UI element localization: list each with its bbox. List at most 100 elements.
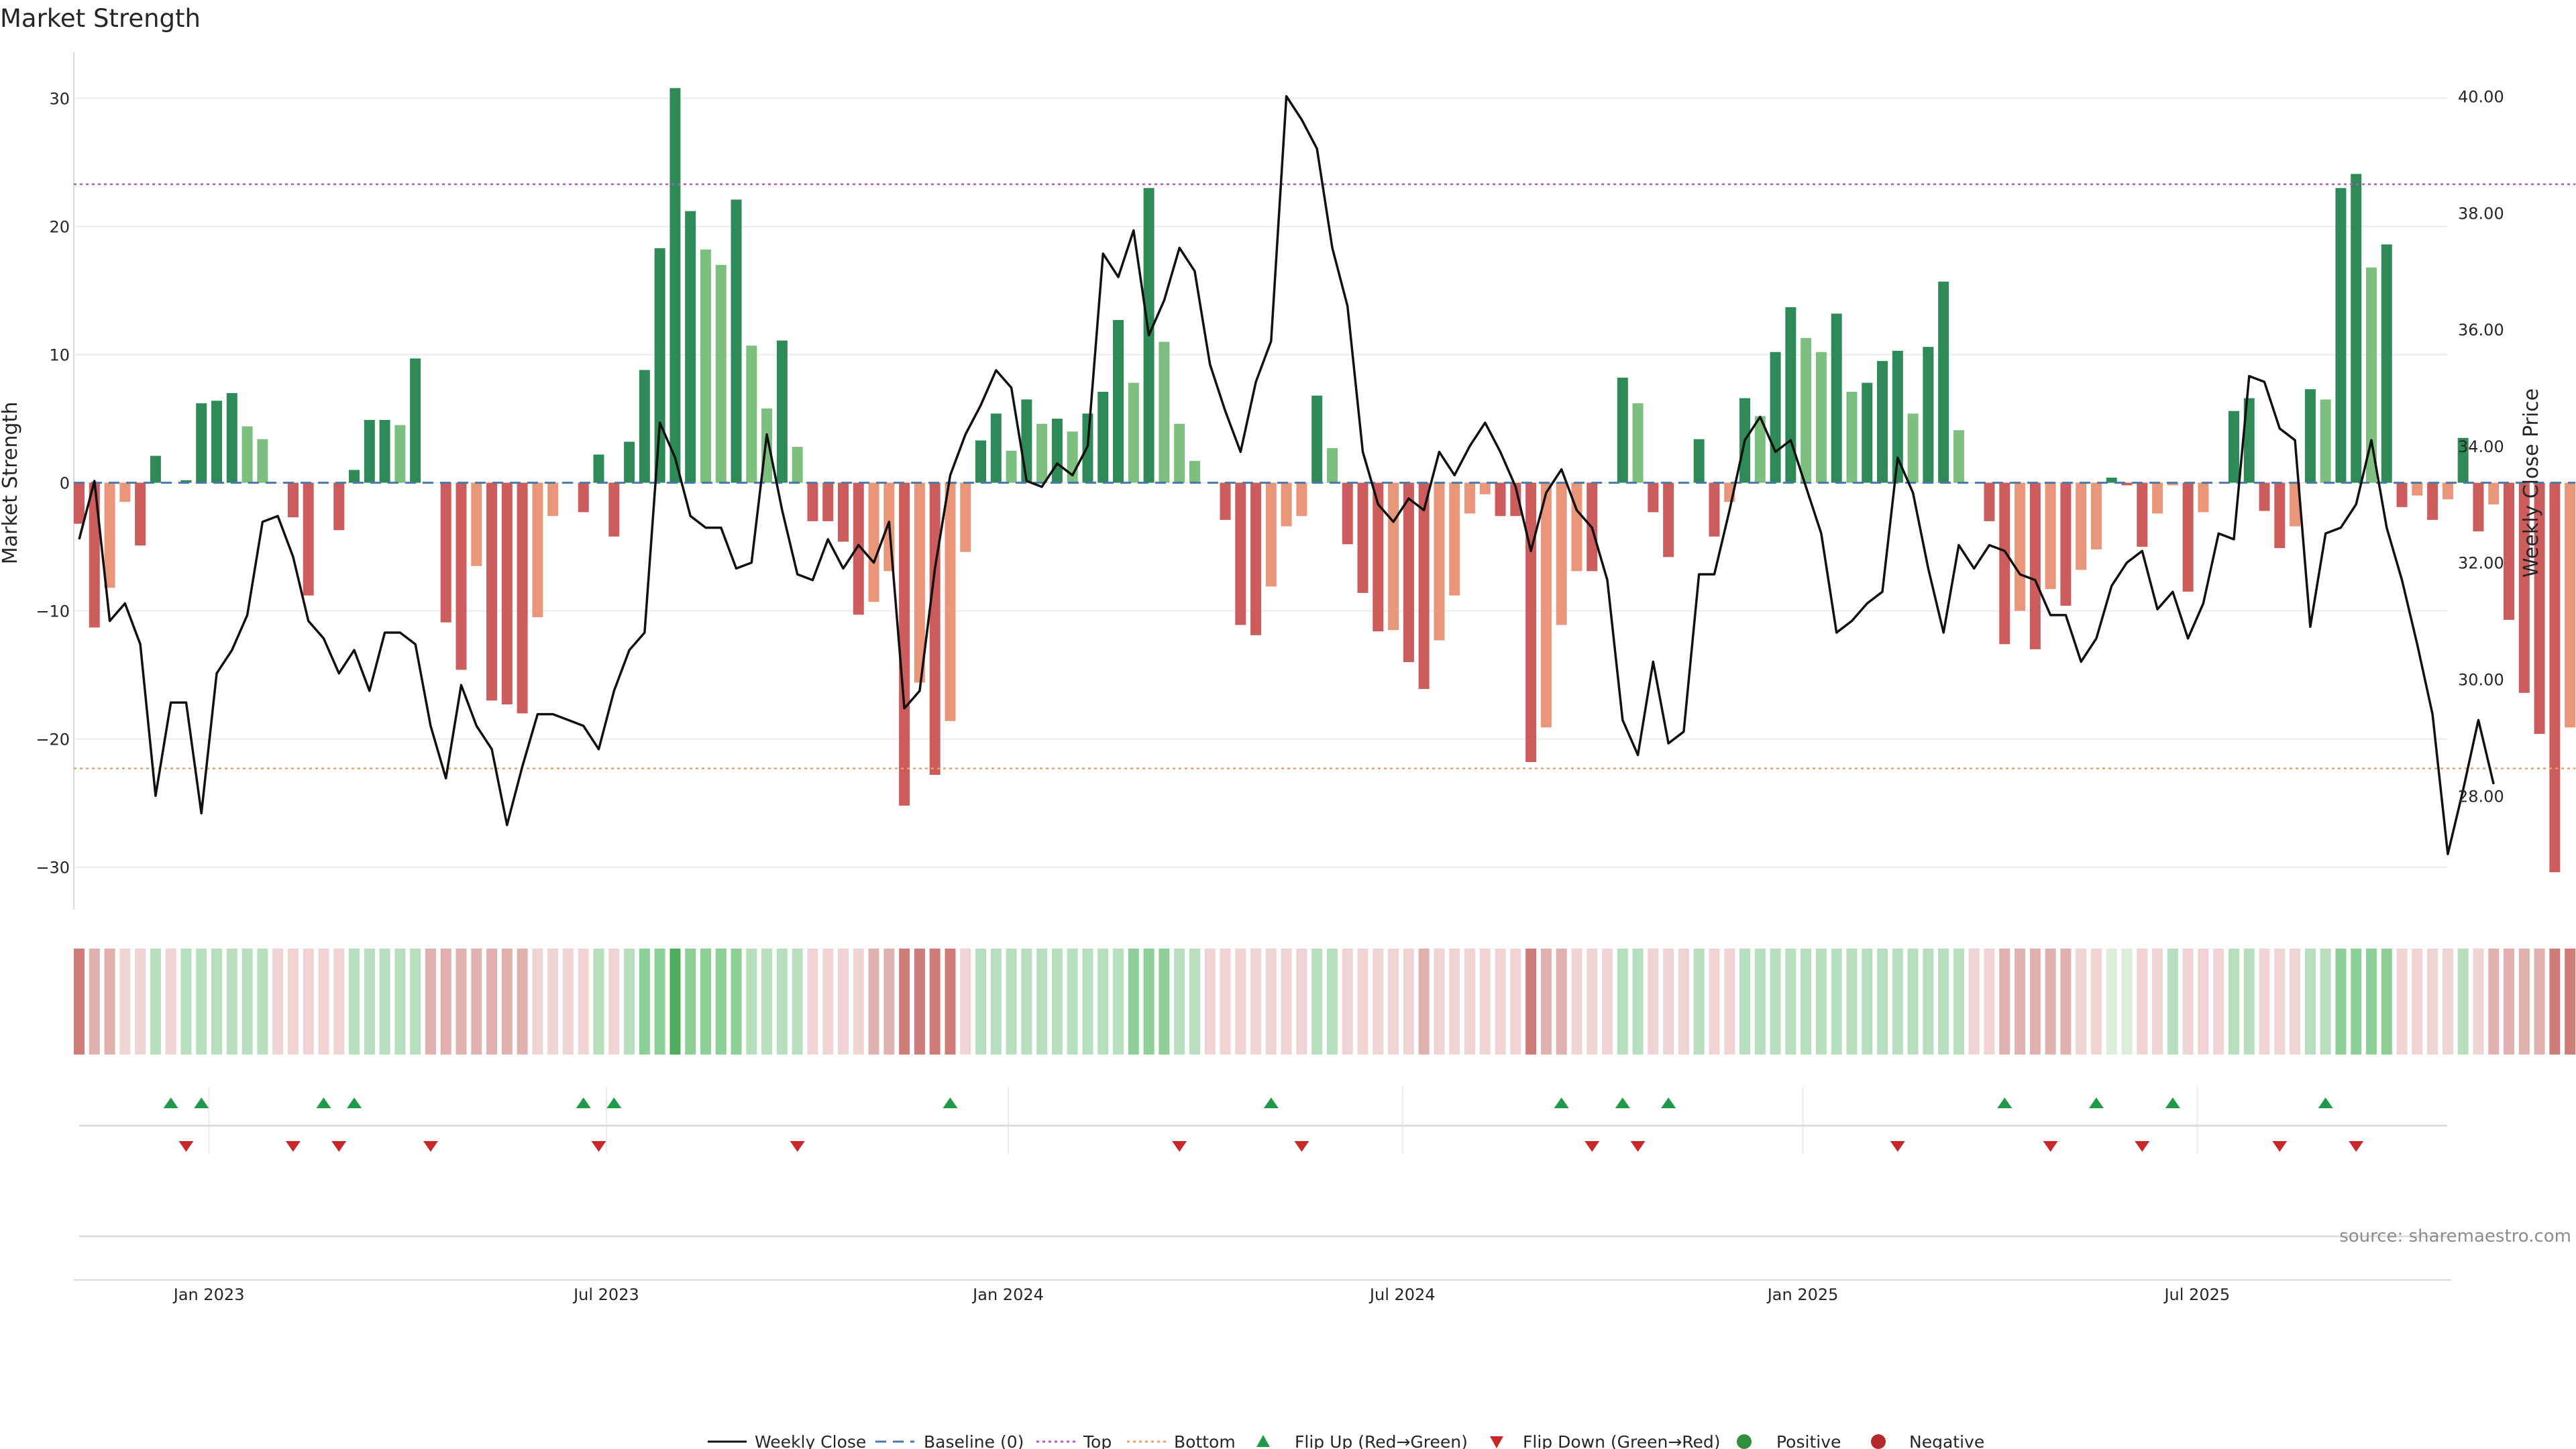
y-right-tick-36: 36.00 xyxy=(2458,321,2504,339)
ribbon-cell-154 xyxy=(2427,949,2438,1055)
ribbon-cell-13 xyxy=(272,949,284,1055)
strength-bar-132 xyxy=(2090,482,2102,549)
ribbon-cell-49 xyxy=(822,949,834,1055)
y-right-tick-28: 28.00 xyxy=(2458,787,2504,806)
ribbon-cell-93 xyxy=(1495,949,1506,1055)
strength-bar-151 xyxy=(2381,244,2392,483)
flip-up-marker-4 xyxy=(576,1097,591,1108)
ribbon-cell-23 xyxy=(425,949,436,1055)
y-right-tick-32: 32.00 xyxy=(2458,554,2504,573)
strength-bar-5 xyxy=(150,455,161,483)
ribbon-cell-53 xyxy=(883,949,895,1055)
ribbon-cell-64 xyxy=(1051,949,1063,1055)
ribbon-cell-149 xyxy=(2351,949,2362,1055)
ribbon-cell-160 xyxy=(2518,949,2530,1055)
ribbon-cell-2 xyxy=(104,949,115,1055)
ribbon-cell-100 xyxy=(1602,949,1613,1055)
y-right-tick-38: 38.00 xyxy=(2458,204,2504,223)
ribbon-cell-139 xyxy=(2198,949,2209,1055)
strength-bar-141 xyxy=(2228,411,2239,483)
ribbon-cell-136 xyxy=(2152,949,2163,1055)
x-tick-jan-2024: Jan 2024 xyxy=(971,1285,1044,1304)
ribbon-cell-26 xyxy=(471,949,482,1055)
legend-baseline-label: Baseline (0) xyxy=(924,1432,1024,1449)
strength-bar-142 xyxy=(2243,398,2255,483)
ribbon-cell-42 xyxy=(715,949,727,1055)
ribbon-cell-59 xyxy=(975,949,987,1055)
strength-bar-146 xyxy=(2304,389,2316,483)
strength-bar-25 xyxy=(455,482,467,670)
strength-bar-107 xyxy=(1709,482,1720,537)
strength-bar-88 xyxy=(1418,482,1430,690)
ribbon-cell-16 xyxy=(318,949,329,1055)
legend-top-label: Top xyxy=(1083,1432,1112,1449)
ribbon-cell-156 xyxy=(2457,949,2469,1055)
ribbon-cell-12 xyxy=(257,949,268,1055)
ribbon-cell-58 xyxy=(960,949,971,1055)
ribbon-cell-148 xyxy=(2335,949,2347,1055)
ribbon-cell-105 xyxy=(1678,949,1689,1055)
strength-bar-58 xyxy=(960,482,971,552)
strength-bar-102 xyxy=(1632,403,1644,483)
strength-bar-149 xyxy=(2351,174,2362,483)
strength-bar-90 xyxy=(1449,482,1460,596)
ribbon-cell-19 xyxy=(364,949,375,1055)
flip-down-marker-13 xyxy=(2272,1141,2288,1152)
strength-bar-81 xyxy=(1311,395,1323,483)
strength-bar-61 xyxy=(1006,450,1017,483)
strength-bar-130 xyxy=(2060,482,2072,606)
strength-bar-62 xyxy=(1021,399,1032,483)
triangle-down-icon xyxy=(1490,1436,1503,1448)
strength-bar-49 xyxy=(822,482,834,521)
ribbon-cell-68 xyxy=(1113,949,1124,1055)
ribbon-cell-111 xyxy=(1770,949,1781,1055)
strength-bar-10 xyxy=(226,392,237,483)
ribbon-cell-55 xyxy=(914,949,925,1055)
ribbon-cell-21 xyxy=(394,949,406,1055)
strength-bar-114 xyxy=(1815,352,1827,483)
ribbon-cell-77 xyxy=(1250,949,1262,1055)
flip-down-marker-6 xyxy=(1172,1141,1187,1152)
strength-bar-110 xyxy=(1754,416,1766,483)
flip-up-marker-0 xyxy=(163,1097,178,1108)
strength-bar-68 xyxy=(1113,320,1124,483)
strength-bar-51 xyxy=(853,482,864,615)
legend-flip-up: Flip Up (Red→Green) xyxy=(1256,1432,1468,1449)
ribbon-cell-92 xyxy=(1479,949,1491,1055)
strength-bar-37 xyxy=(639,370,650,483)
ribbon-cell-33 xyxy=(578,949,589,1055)
strength-bar-39 xyxy=(669,88,681,483)
strength-bar-0 xyxy=(74,482,85,524)
strength-bar-101 xyxy=(1617,377,1628,483)
ribbon-cell-88 xyxy=(1418,949,1430,1055)
ribbon-cell-20 xyxy=(379,949,390,1055)
ribbon-cell-155 xyxy=(2442,949,2453,1055)
ribbon-cell-65 xyxy=(1067,949,1078,1055)
strength-bar-29 xyxy=(517,482,528,714)
ribbon-cell-130 xyxy=(2060,949,2072,1055)
strength-bar-42 xyxy=(715,264,727,483)
flip-down-marker-0 xyxy=(178,1141,194,1152)
ribbon-cell-40 xyxy=(685,949,696,1055)
strength-bar-67 xyxy=(1097,391,1109,483)
y-left-tick-10: 10 xyxy=(49,346,70,365)
strength-bar-155 xyxy=(2442,482,2453,500)
strength-bar-63 xyxy=(1036,423,1048,483)
ribbon-cell-138 xyxy=(2182,949,2194,1055)
ribbon-cell-76 xyxy=(1235,949,1246,1055)
strength-bar-86 xyxy=(1388,482,1399,631)
ribbon-cell-106 xyxy=(1693,949,1705,1055)
ribbon-cell-119 xyxy=(1892,949,1903,1055)
strength-bar-95 xyxy=(1525,482,1537,762)
ribbon-cell-90 xyxy=(1449,949,1460,1055)
strength-bar-85 xyxy=(1373,482,1384,632)
ribbon-cell-132 xyxy=(2090,949,2102,1055)
flip-down-marker-2 xyxy=(331,1141,347,1152)
ribbon-cell-163 xyxy=(2565,949,2576,1055)
ribbon-cell-44 xyxy=(746,949,757,1055)
ribbon-cell-61 xyxy=(1006,949,1017,1055)
ribbon-cell-117 xyxy=(1862,949,1873,1055)
ribbon-cell-67 xyxy=(1097,949,1109,1055)
x-tick-jan-2025: Jan 2025 xyxy=(1766,1285,1839,1304)
strength-bar-19 xyxy=(364,420,375,483)
